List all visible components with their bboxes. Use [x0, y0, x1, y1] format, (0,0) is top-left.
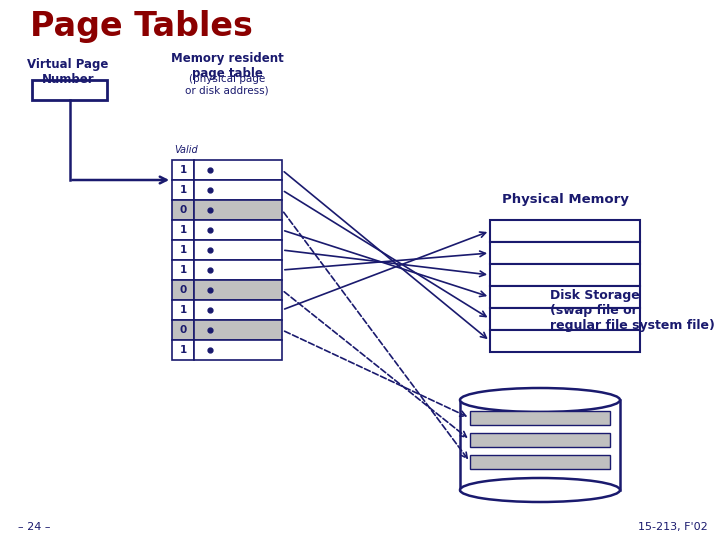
- Text: 1: 1: [179, 185, 186, 195]
- Bar: [172, 240, 194, 260]
- Bar: [172, 280, 194, 300]
- Text: 1: 1: [179, 245, 186, 255]
- Bar: [490, 286, 640, 308]
- Bar: [194, 340, 282, 360]
- Bar: [194, 180, 282, 200]
- Text: 1: 1: [179, 265, 186, 275]
- Bar: [194, 240, 282, 260]
- Bar: [194, 200, 282, 220]
- Text: 1: 1: [179, 165, 186, 175]
- Text: Page Tables: Page Tables: [30, 10, 253, 43]
- Bar: [490, 220, 640, 242]
- Bar: [172, 200, 194, 220]
- Bar: [172, 260, 194, 280]
- Bar: [490, 264, 640, 286]
- Bar: [172, 320, 194, 340]
- Bar: [194, 260, 282, 280]
- Bar: [470, 433, 610, 447]
- Bar: [194, 320, 282, 340]
- Text: 15-213, F'02: 15-213, F'02: [638, 522, 708, 532]
- Ellipse shape: [460, 388, 620, 412]
- Text: Disk Storage
(swap file or
regular file system file): Disk Storage (swap file or regular file …: [550, 289, 715, 332]
- Text: 0: 0: [179, 285, 186, 295]
- Bar: [172, 220, 194, 240]
- Text: 0: 0: [179, 205, 186, 215]
- Bar: [490, 330, 640, 352]
- Bar: [172, 160, 194, 180]
- Text: Valid: Valid: [174, 145, 198, 155]
- Bar: [194, 160, 282, 180]
- Bar: [194, 300, 282, 320]
- Bar: [490, 242, 640, 264]
- Bar: [172, 300, 194, 320]
- Text: – 24 –: – 24 –: [18, 522, 50, 532]
- Bar: [194, 280, 282, 300]
- Bar: [460, 400, 620, 490]
- Bar: [194, 220, 282, 240]
- Text: 1: 1: [179, 225, 186, 235]
- Bar: [172, 180, 194, 200]
- Text: (physical page
or disk address): (physical page or disk address): [185, 74, 269, 96]
- Text: Virtual Page
Number: Virtual Page Number: [27, 58, 109, 86]
- Bar: [470, 455, 610, 469]
- Bar: [470, 411, 610, 425]
- Text: 0: 0: [179, 325, 186, 335]
- Bar: [490, 308, 640, 330]
- Bar: [172, 340, 194, 360]
- Text: Memory resident
page table: Memory resident page table: [171, 52, 284, 80]
- Text: 1: 1: [179, 345, 186, 355]
- Bar: [32, 80, 107, 100]
- Text: 1: 1: [179, 305, 186, 315]
- Text: Physical Memory: Physical Memory: [502, 193, 629, 206]
- Ellipse shape: [460, 478, 620, 502]
